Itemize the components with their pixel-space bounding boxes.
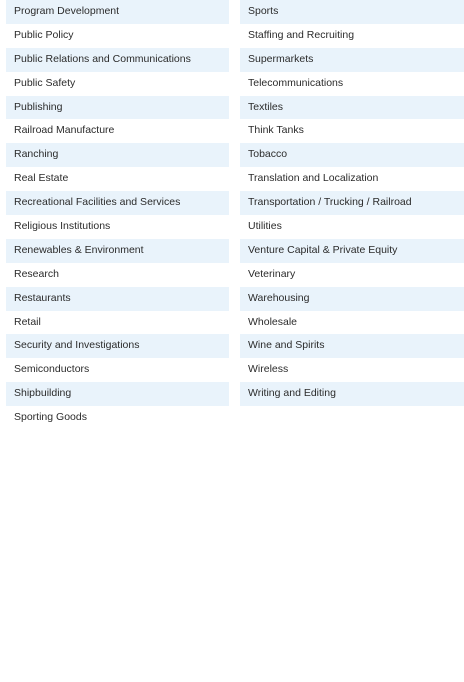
industry-item[interactable]: Think Tanks — [248, 124, 304, 137]
industry-item[interactable]: Telecommunications — [248, 76, 344, 89]
industry-item[interactable]: Wireless — [248, 363, 289, 376]
industry-item[interactable]: Utilities — [248, 220, 282, 233]
industry-item[interactable]: Textiles — [240, 95, 464, 120]
industry-item[interactable]: Retail — [14, 315, 41, 328]
industry-item[interactable]: Railroad Manufacture — [14, 124, 115, 137]
industry-item[interactable]: Religious Institutions — [14, 220, 111, 233]
industry-item[interactable]: Renewables & Environment — [6, 238, 229, 263]
industry-item[interactable]: Supermarkets — [240, 47, 464, 72]
industry-item[interactable]: Public Policy — [14, 28, 74, 41]
industry-item[interactable]: Public Relations and Communications — [6, 47, 229, 72]
industry-item[interactable]: Publishing — [6, 95, 229, 120]
industry-item[interactable]: Staffing and Recruiting — [248, 28, 355, 41]
industry-item[interactable]: Wholesale — [248, 315, 298, 328]
industry-item[interactable]: Veterinary — [248, 267, 296, 280]
industry-item[interactable]: Translation and Localization — [248, 172, 379, 185]
industry-item[interactable]: Semiconductors — [14, 363, 90, 376]
industry-item[interactable]: Program Development — [6, 0, 229, 24]
industry-item[interactable]: Security and Investigations — [6, 334, 229, 359]
industry-column-left: Program Development Public Policy Public… — [6, 0, 229, 430]
industry-item[interactable]: Warehousing — [240, 286, 464, 311]
industry-item[interactable]: Sports — [240, 0, 464, 24]
industry-item[interactable]: Writing and Editing — [240, 382, 464, 407]
industry-item[interactable]: Recreational Facilities and Services — [6, 191, 229, 216]
industry-item[interactable]: Venture Capital & Private Equity — [240, 238, 464, 263]
industry-item[interactable]: Real Estate — [14, 172, 69, 185]
industry-item[interactable]: Sporting Goods — [14, 411, 87, 424]
industry-item[interactable]: Wine and Spirits — [240, 334, 464, 359]
industry-list: Program Development Public Policy Public… — [6, 0, 464, 430]
industry-item[interactable]: Transportation / Trucking / Railroad — [240, 191, 464, 216]
industry-item[interactable]: Ranching — [6, 143, 229, 168]
industry-item[interactable]: Research — [14, 267, 59, 280]
industry-item[interactable]: Restaurants — [6, 286, 229, 311]
industry-item[interactable]: Shipbuilding — [6, 382, 229, 407]
industry-item[interactable]: Tobacco — [240, 143, 464, 168]
industry-item[interactable]: Public Safety — [14, 76, 76, 89]
industry-column-right: Sports Staffing and Recruiting Supermark… — [240, 0, 464, 430]
